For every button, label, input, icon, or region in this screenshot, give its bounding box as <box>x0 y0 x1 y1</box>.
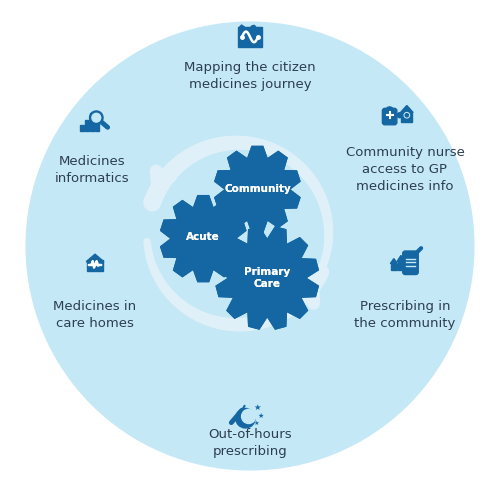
Text: Out-of-hours
prescribing: Out-of-hours prescribing <box>208 428 292 458</box>
Circle shape <box>226 157 290 221</box>
Polygon shape <box>215 147 300 232</box>
FancyBboxPatch shape <box>382 108 397 125</box>
Polygon shape <box>400 105 413 113</box>
Circle shape <box>405 114 408 117</box>
Text: Acute: Acute <box>186 232 220 242</box>
Circle shape <box>236 408 255 428</box>
Polygon shape <box>160 196 246 281</box>
Bar <box>391 264 396 270</box>
Text: Primary
Care: Primary Care <box>244 267 290 289</box>
Bar <box>90 113 94 131</box>
Text: Community: Community <box>224 184 291 194</box>
Text: ★: ★ <box>258 413 264 419</box>
Text: Mapping the citizen
medicines journey: Mapping the citizen medicines journey <box>184 62 316 91</box>
Text: Medicines
informatics: Medicines informatics <box>55 155 130 184</box>
Bar <box>402 113 412 123</box>
Circle shape <box>386 107 394 115</box>
Polygon shape <box>216 227 318 329</box>
Bar <box>398 262 404 270</box>
Text: Medicines in
care homes: Medicines in care homes <box>54 300 136 330</box>
Text: ★: ★ <box>254 421 259 426</box>
Circle shape <box>26 22 474 470</box>
Circle shape <box>226 157 290 221</box>
Circle shape <box>229 240 306 316</box>
Bar <box>87 260 103 271</box>
Polygon shape <box>160 196 246 281</box>
Polygon shape <box>397 255 405 262</box>
Polygon shape <box>216 227 318 329</box>
Text: Community nurse
access to GP
medicines info: Community nurse access to GP medicines i… <box>346 146 465 193</box>
Text: ★: ★ <box>253 403 260 412</box>
Circle shape <box>90 111 103 124</box>
Circle shape <box>229 240 306 316</box>
Bar <box>86 121 89 131</box>
Circle shape <box>404 113 409 118</box>
Text: Community: Community <box>224 184 291 194</box>
FancyBboxPatch shape <box>238 27 262 47</box>
Text: Primary
Care: Primary Care <box>244 267 290 289</box>
Polygon shape <box>215 147 300 232</box>
Circle shape <box>172 207 235 271</box>
FancyBboxPatch shape <box>402 251 418 275</box>
Circle shape <box>172 207 235 271</box>
Circle shape <box>242 409 256 424</box>
Bar <box>80 125 84 131</box>
Text: Prescribing in
the community: Prescribing in the community <box>354 300 456 330</box>
Text: Acute: Acute <box>186 232 220 242</box>
Polygon shape <box>86 254 104 262</box>
Bar <box>95 119 99 131</box>
Polygon shape <box>390 259 398 264</box>
Circle shape <box>92 113 100 122</box>
